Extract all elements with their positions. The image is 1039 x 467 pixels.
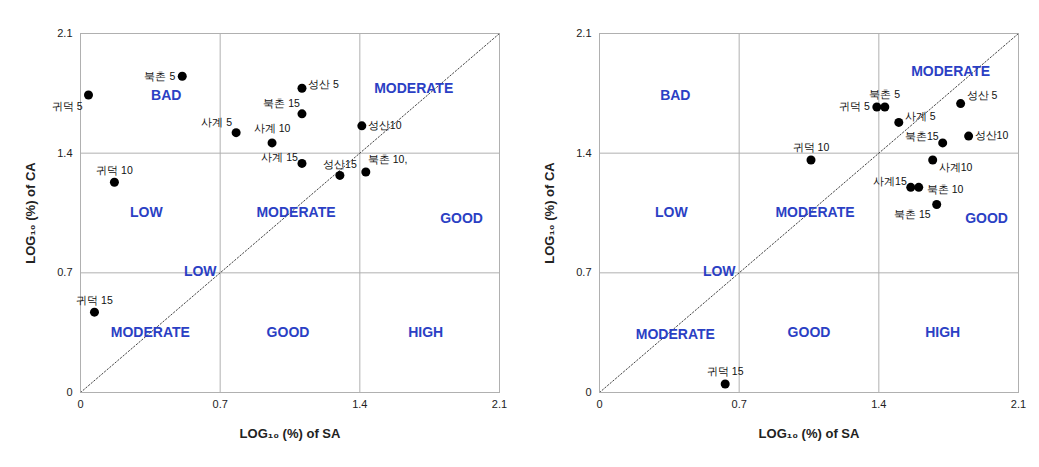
svg-text:MODERATE: MODERATE bbox=[256, 204, 335, 220]
svg-text:2.1: 2.1 bbox=[492, 398, 507, 410]
svg-text:성산15: 성산15 bbox=[323, 158, 357, 170]
svg-text:LOW: LOW bbox=[655, 204, 688, 220]
svg-text:북촌 15: 북촌 15 bbox=[263, 97, 300, 109]
svg-text:MODERATE: MODERATE bbox=[374, 80, 453, 96]
svg-text:LOW: LOW bbox=[184, 263, 217, 279]
svg-text:사계10: 사계10 bbox=[939, 161, 973, 173]
svg-text:0.7: 0.7 bbox=[732, 398, 747, 410]
svg-text:귀덕 15: 귀덕 15 bbox=[707, 365, 744, 377]
svg-text:0.7: 0.7 bbox=[576, 266, 591, 278]
svg-text:북촌 10: 북촌 10 bbox=[927, 183, 964, 195]
svg-text:LOW: LOW bbox=[130, 204, 163, 220]
svg-text:0.7: 0.7 bbox=[213, 398, 228, 410]
svg-text:귀덕 10: 귀덕 10 bbox=[793, 141, 830, 153]
svg-text:귀덕 15: 귀덕 15 bbox=[76, 294, 113, 306]
svg-text:1.4: 1.4 bbox=[871, 398, 886, 410]
svg-text:사계 5: 사계 5 bbox=[905, 110, 936, 122]
svg-text:2.1: 2.1 bbox=[57, 27, 72, 39]
svg-text:0: 0 bbox=[66, 386, 72, 398]
svg-text:HIGH: HIGH bbox=[408, 324, 443, 340]
svg-text:0: 0 bbox=[77, 398, 83, 410]
svg-text:HIGH: HIGH bbox=[925, 324, 960, 340]
svg-text:성산 5: 성산 5 bbox=[967, 89, 998, 101]
svg-text:BAD: BAD bbox=[660, 87, 690, 103]
svg-text:북촌 5: 북촌 5 bbox=[144, 70, 175, 82]
svg-text:LOG₁₀ (%) of CA: LOG₁₀ (%) of CA bbox=[23, 162, 38, 264]
svg-text:1.4: 1.4 bbox=[57, 147, 72, 159]
svg-text:북촌 5: 북촌 5 bbox=[869, 88, 900, 100]
svg-text:북촌 15: 북촌 15 bbox=[894, 208, 931, 220]
svg-text:BAD: BAD bbox=[151, 87, 181, 103]
svg-text:2.1: 2.1 bbox=[1011, 398, 1026, 410]
svg-text:0.7: 0.7 bbox=[57, 266, 72, 278]
svg-text:GOOD: GOOD bbox=[965, 210, 1008, 226]
svg-text:MODERATE: MODERATE bbox=[636, 326, 715, 342]
svg-text:사계 10: 사계 10 bbox=[254, 122, 291, 134]
svg-text:북촌15: 북촌15 bbox=[905, 130, 939, 142]
svg-text:LOG₁₀ (%) of SA: LOG₁₀ (%) of SA bbox=[240, 426, 341, 441]
svg-text:MODERATE: MODERATE bbox=[911, 63, 990, 79]
svg-text:2.1: 2.1 bbox=[576, 27, 591, 39]
svg-text:GOOD: GOOD bbox=[267, 324, 310, 340]
svg-text:0: 0 bbox=[596, 398, 602, 410]
svg-text:LOG₁₀ (%) of CA: LOG₁₀ (%) of CA bbox=[542, 162, 557, 264]
svg-text:GOOD: GOOD bbox=[440, 210, 483, 226]
svg-text:사계 5: 사계 5 bbox=[201, 116, 232, 128]
svg-text:성산 5: 성산 5 bbox=[308, 78, 339, 90]
svg-text:GOOD: GOOD bbox=[788, 324, 831, 340]
svg-text:북촌 10,: 북촌 10, bbox=[368, 153, 408, 165]
svg-text:LOG₁₀ (%) of SA: LOG₁₀ (%) of SA bbox=[759, 426, 860, 441]
svg-text:성산10: 성산10 bbox=[975, 129, 1009, 141]
svg-text:MODERATE: MODERATE bbox=[111, 324, 190, 340]
svg-text:성산10: 성산10 bbox=[368, 119, 402, 131]
svg-text:1.4: 1.4 bbox=[576, 147, 591, 159]
svg-text:1.4: 1.4 bbox=[352, 398, 367, 410]
svg-text:사계15: 사계15 bbox=[873, 175, 907, 187]
svg-text:MODERATE: MODERATE bbox=[775, 204, 854, 220]
svg-text:LOW: LOW bbox=[703, 263, 736, 279]
svg-text:귀덕 10: 귀덕 10 bbox=[96, 164, 133, 176]
svg-text:귀덕 5: 귀덕 5 bbox=[839, 100, 870, 112]
svg-text:사계 15: 사계 15 bbox=[261, 151, 298, 163]
svg-text:귀덕 5: 귀덕 5 bbox=[52, 100, 83, 112]
svg-text:0: 0 bbox=[585, 386, 591, 398]
